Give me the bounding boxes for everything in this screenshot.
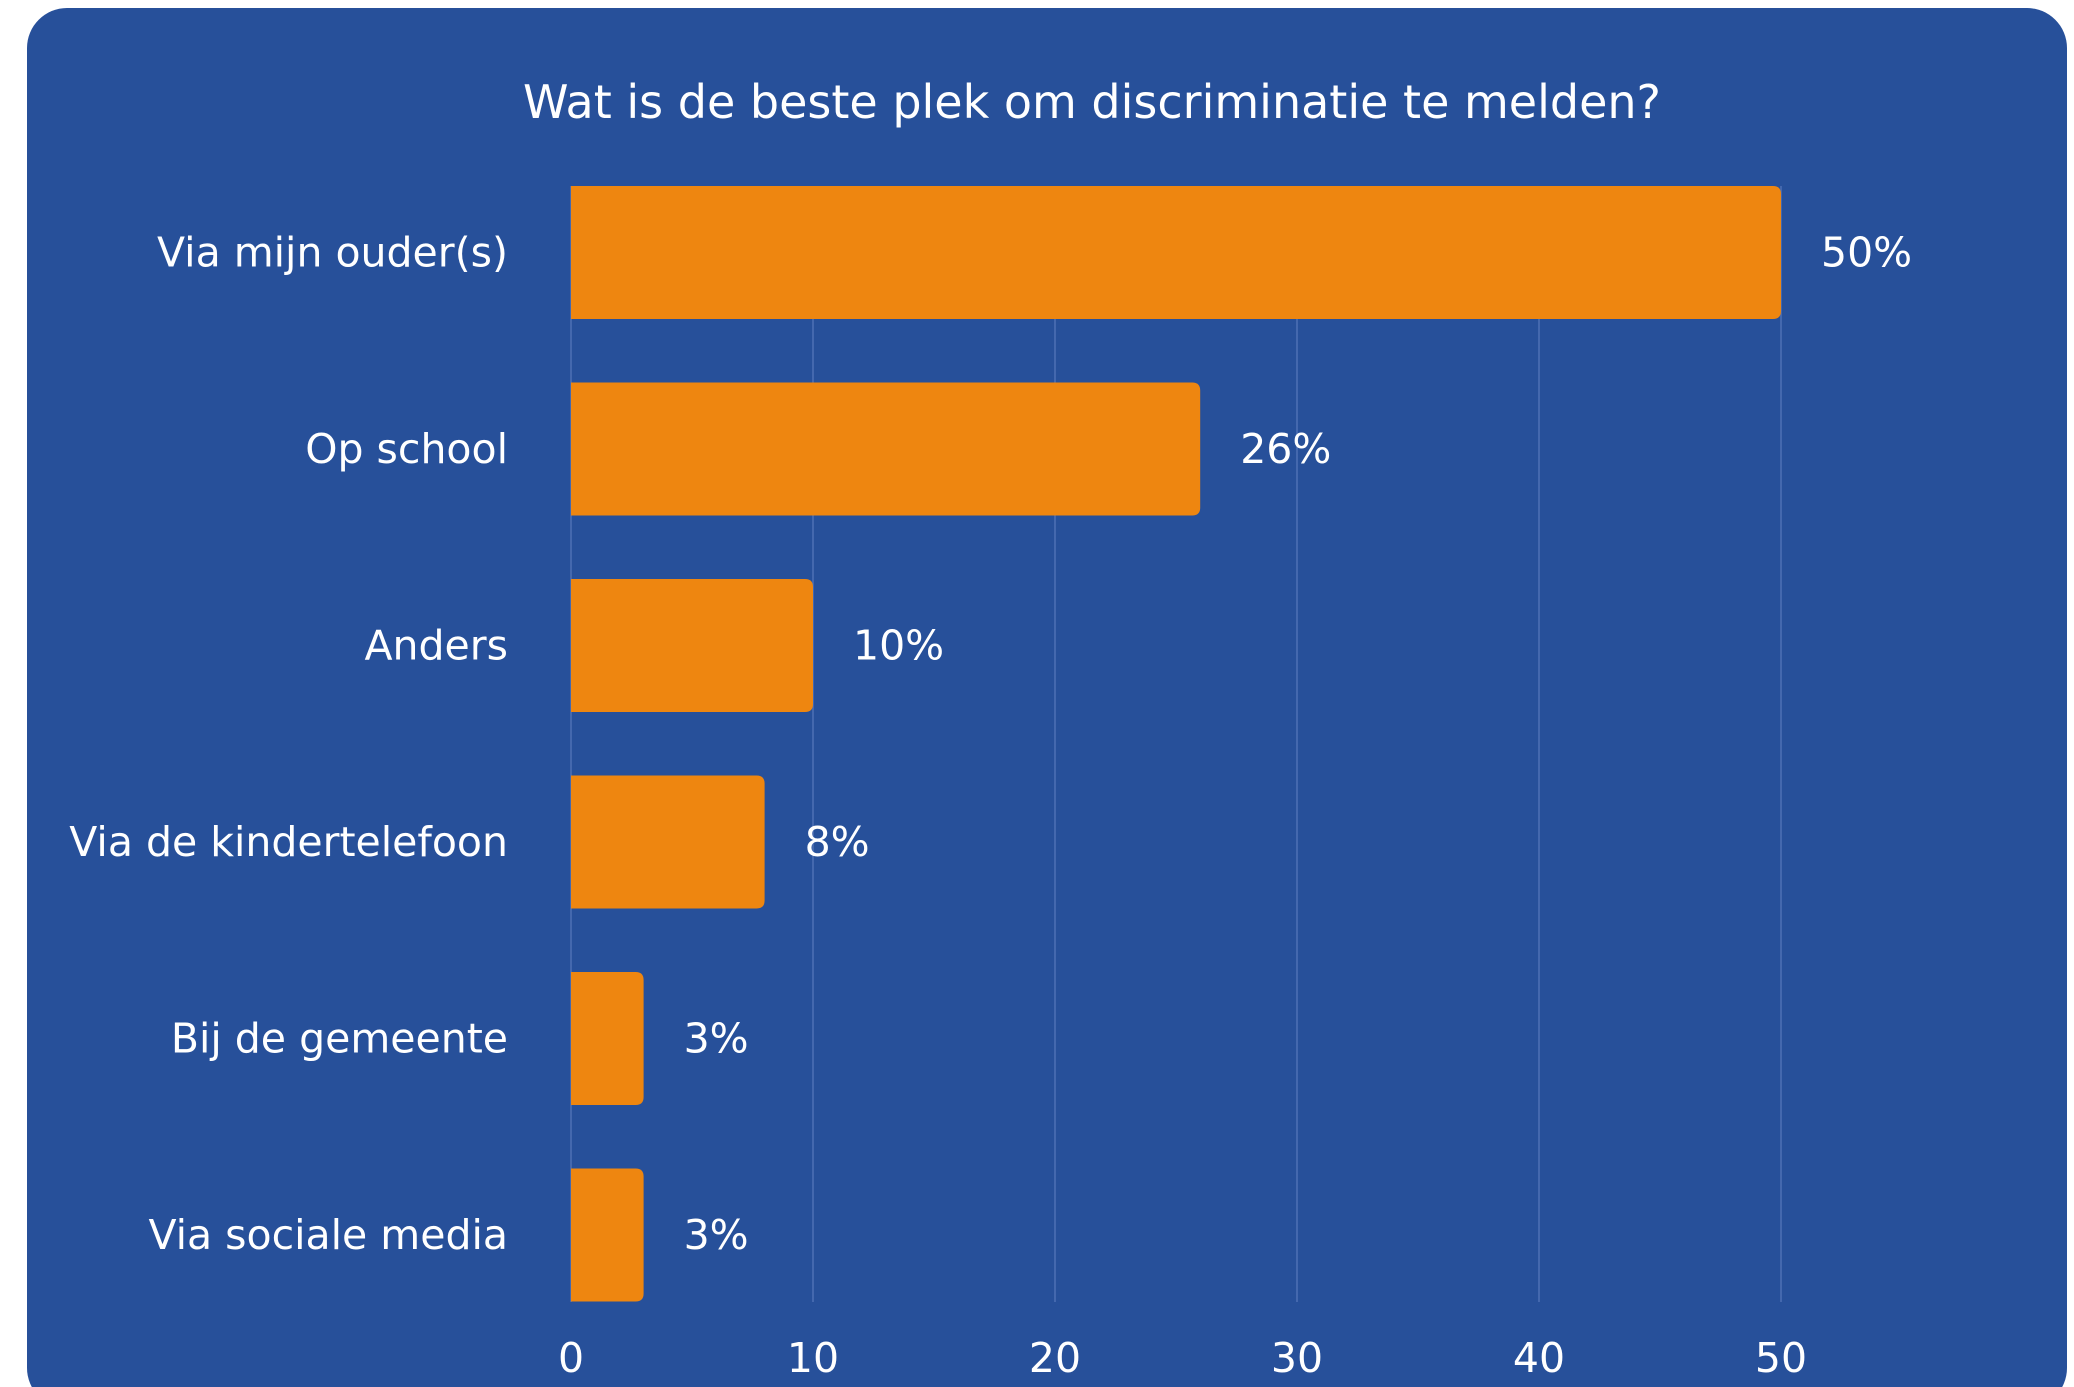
category-label: Bij de gemeente [171,1015,508,1063]
category-label: Op school [305,425,508,473]
bars-group [571,186,1781,1302]
value-label: 10% [853,622,944,670]
category-labels: Via mijn ouder(s) Op school Anders Via de k… [69,229,508,1260]
bar [571,972,644,1105]
value-labels: 50% 26% 10% 8% 3% 3% [684,229,1913,1260]
x-tick-label: 40 [1513,1334,1565,1382]
category-label: Via de kindertelefoon [69,818,508,866]
x-tick-labels: 0 10 20 30 40 50 [558,1334,1807,1382]
bar [571,1168,644,1302]
value-label: 3% [684,1015,749,1063]
x-tick-label: 0 [558,1334,584,1382]
bar [571,186,1781,319]
value-label: 3% [684,1211,749,1259]
value-label: 50% [1821,229,1912,277]
x-tick-label: 20 [1029,1334,1081,1382]
x-tick-label: 30 [1271,1334,1323,1382]
x-tick-label: 50 [1755,1334,1807,1382]
gridlines [812,186,1782,1302]
chart-title: Wat is de beste plek om discriminatie te… [523,75,1661,129]
bar [571,382,1201,516]
x-tick-label: 10 [787,1334,839,1382]
chart-background [27,8,2067,1387]
value-label: 8% [805,818,870,866]
category-label: Via sociale media [148,1211,508,1259]
bar [571,775,765,909]
bar [571,579,813,712]
category-label: Via mijn ouder(s) [157,229,508,277]
value-label: 26% [1240,425,1331,473]
category-label: Anders [365,622,509,670]
